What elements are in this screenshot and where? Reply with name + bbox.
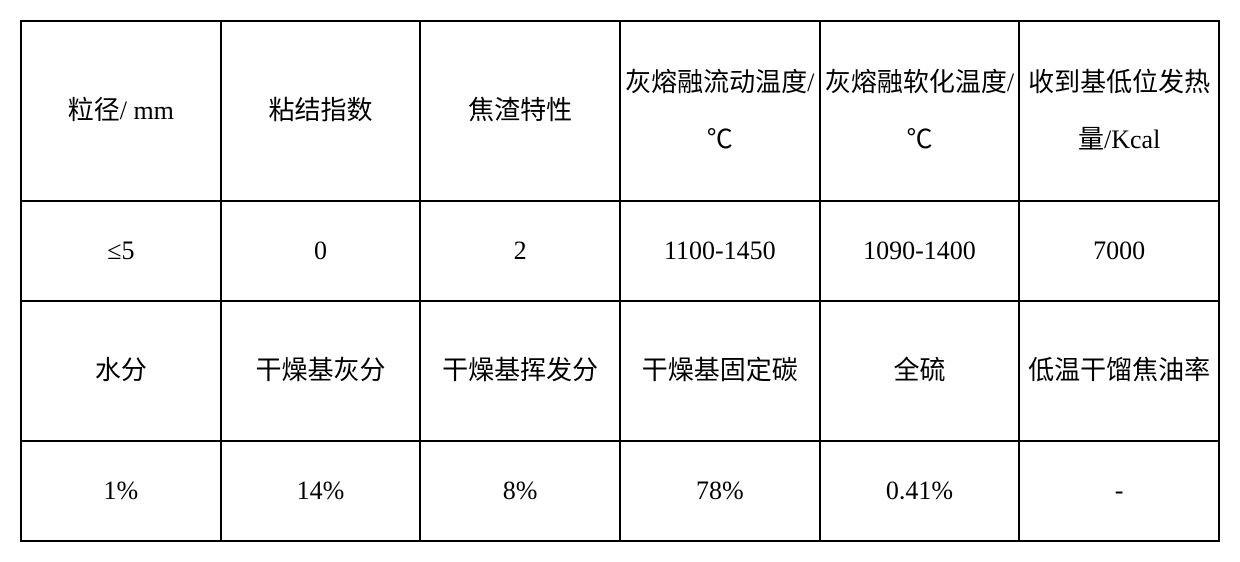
data-cell: 7000 bbox=[1019, 201, 1219, 301]
data-cell: 1100-1450 bbox=[620, 201, 820, 301]
data-cell: ≤5 bbox=[21, 201, 221, 301]
header-cell: 干燥基灰分 bbox=[221, 301, 421, 441]
data-cell: 78% bbox=[620, 441, 820, 541]
data-cell: 0 bbox=[221, 201, 421, 301]
data-cell: 1090-1400 bbox=[820, 201, 1020, 301]
header-cell: 粒径/ mm bbox=[21, 21, 221, 201]
header-cell: 焦渣特性 bbox=[420, 21, 620, 201]
header-cell: 全硫 bbox=[820, 301, 1020, 441]
data-cell: 8% bbox=[420, 441, 620, 541]
header-cell: 干燥基固定碳 bbox=[620, 301, 820, 441]
header-cell: 灰熔融软化温度/℃ bbox=[820, 21, 1020, 201]
table-data-row-1: ≤5 0 2 1100-1450 1090-1400 7000 bbox=[21, 201, 1219, 301]
properties-table: 粒径/ mm 粘结指数 焦渣特性 灰熔融流动温度/℃ 灰熔融软化温度/℃ 收到基… bbox=[20, 20, 1220, 542]
data-cell: 14% bbox=[221, 441, 421, 541]
table-header-row-1: 粒径/ mm 粘结指数 焦渣特性 灰熔融流动温度/℃ 灰熔融软化温度/℃ 收到基… bbox=[21, 21, 1219, 201]
data-cell: - bbox=[1019, 441, 1219, 541]
header-cell: 低温干馏焦油率 bbox=[1019, 301, 1219, 441]
data-cell: 2 bbox=[420, 201, 620, 301]
data-cell: 1% bbox=[21, 441, 221, 541]
table-header-row-2: 水分 干燥基灰分 干燥基挥发分 干燥基固定碳 全硫 低温干馏焦油率 bbox=[21, 301, 1219, 441]
table-data-row-2: 1% 14% 8% 78% 0.41% - bbox=[21, 441, 1219, 541]
header-cell: 干燥基挥发分 bbox=[420, 301, 620, 441]
header-cell: 灰熔融流动温度/℃ bbox=[620, 21, 820, 201]
header-cell: 粘结指数 bbox=[221, 21, 421, 201]
header-cell: 收到基低位发热量/Kcal bbox=[1019, 21, 1219, 201]
data-cell: 0.41% bbox=[820, 441, 1020, 541]
header-cell: 水分 bbox=[21, 301, 221, 441]
